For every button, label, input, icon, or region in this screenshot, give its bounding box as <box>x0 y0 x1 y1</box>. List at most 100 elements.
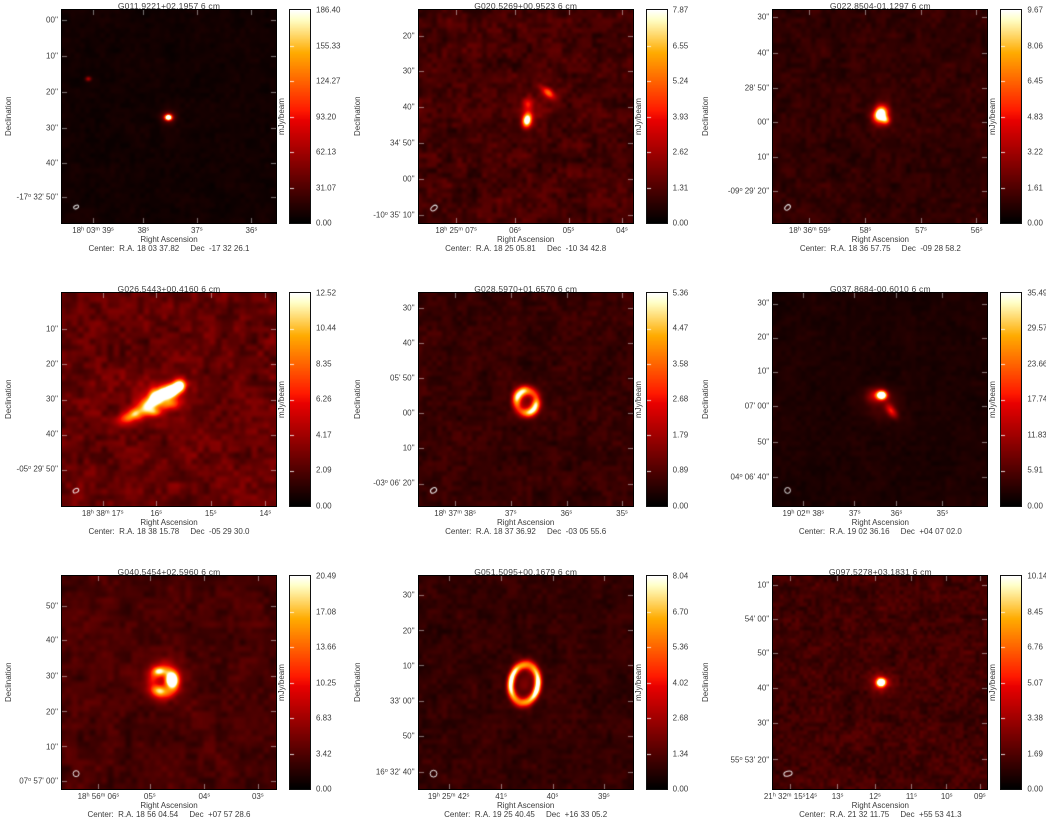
colorbar-unit-label: mJy/beam <box>988 380 998 418</box>
colorbar-tick-label: 10.44 <box>316 323 337 333</box>
colorbar-tick-label: 17.74 <box>1027 394 1046 404</box>
panel-title: G097.5278+03.1831 6 cm <box>828 567 932 578</box>
colorbar-tick-label: 29.57 <box>1027 323 1046 333</box>
dec-tick-label: -17o 32' 50'' <box>16 192 58 202</box>
colorbar-tick-label: 1.61 <box>1027 183 1043 192</box>
dec-tick-label: -10o 35' 10'' <box>373 210 415 220</box>
panel-title: G011.9221+02.1957 6 cm <box>117 1 221 11</box>
ra-tick-label: 36s <box>245 226 258 235</box>
ra-tick-label: 04s <box>198 792 211 802</box>
dec-tick-label: -09o 29' 20'' <box>727 186 770 196</box>
colorbar-tick-label: 35.49 <box>1027 288 1046 298</box>
ra-tick-label: 39s <box>597 792 610 802</box>
ra-tick-label: 18h 37m 38s <box>434 508 476 518</box>
radio-map-plot: 50'' 40'' 30'' 20'' 10'' 07o 57' 00'' 18h 56m … <box>19 575 277 801</box>
colorbar-tick-label: 6.55 <box>672 41 689 50</box>
dec-tick-label: 07o 57' 00'' <box>19 776 58 786</box>
dec-tick-label: 30'' <box>757 718 770 728</box>
colorbar-tick-label: 186.40 <box>316 5 341 15</box>
center-coordinates: Center: R.A. 19 25 40.45 Dec +16 33 05.2 <box>444 810 608 818</box>
ra-axis-label: Right Ascension <box>496 235 555 244</box>
dec-tick-label: -03o 06' 20'' <box>373 478 415 488</box>
colorbar-tick-label: 155.33 <box>316 41 341 50</box>
colorbar-tick-label: 6.76 <box>1027 642 1043 652</box>
center-coordinates: Center: R.A. 19 02 36.16 Dec +04 07 02.0 <box>798 526 962 536</box>
panel-title: G026.5443+00.4160 6 cm <box>117 283 221 294</box>
dec-tick-label: 00'' <box>402 174 415 184</box>
colorbar-unit-label: mJy/beam <box>277 664 286 702</box>
panel-title: G028.5970+01.6570 6 cm <box>474 283 578 294</box>
ra-tick-label: 41s <box>495 792 507 802</box>
dec-tick-label: 33' 00'' <box>390 696 415 706</box>
colorbar-tick-label: 5.07 <box>1027 678 1043 688</box>
center-coordinates: Center: R.A. 18 37 36.92 Dec -03 05 55.6 <box>445 526 607 536</box>
ra-tick-label: 09s <box>974 792 986 802</box>
ra-tick-label: 37s <box>190 226 203 235</box>
colorbar-unit-label: mJy/beam <box>633 380 643 418</box>
ra-tick-label: 36s <box>890 508 903 518</box>
ra-tick-label: 10s <box>940 792 953 802</box>
declination-axis-label: Declination <box>352 663 362 703</box>
image-panel: G020.5269+00.9523 6 cm Declination 20'' 3… <box>349 0 698 273</box>
colorbar <box>289 291 311 507</box>
dec-tick-label: 30'' <box>757 12 770 22</box>
colorbar-tick-label: 3.93 <box>672 112 689 121</box>
ra-tick-label: 18h 56m 06s <box>77 792 120 802</box>
dec-tick-label: 50'' <box>402 731 415 741</box>
colorbar-tick-label: 9.67 <box>1027 5 1043 15</box>
ra-tick-label: 38s <box>137 226 150 235</box>
radio-map-plot: 10'' 20'' 30'' 40'' -05o 29' 50'' 18h 38m 17s… <box>17 291 277 518</box>
dec-tick-label: 28' 50'' <box>744 83 770 93</box>
ra-tick-label: 14s <box>259 508 272 518</box>
colorbar-tick-label: 31.07 <box>316 183 337 192</box>
dec-tick-label: 50'' <box>757 437 770 447</box>
colorbar-tick-label: 0.89 <box>672 465 689 475</box>
dec-tick-label: 30'' <box>46 671 58 681</box>
dec-tick-label: 40'' <box>757 683 770 693</box>
dec-tick-label: 05' 50'' <box>390 373 415 383</box>
ra-axis-label: Right Ascension <box>140 235 198 244</box>
declination-axis-label: Declination <box>352 379 362 419</box>
ra-tick-label: 37s <box>504 508 517 518</box>
colorbar-tick-label: 10.14 <box>1027 571 1046 581</box>
colorbar-tick-label: 4.17 <box>316 430 332 440</box>
panel-title: G022.8504-01.1297 6 cm <box>829 1 931 11</box>
dec-tick-label: 10'' <box>757 152 770 162</box>
colorbar-tick-label: 62.13 <box>316 147 337 157</box>
radio-map-plot: 10'' 54' 00'' 50'' 40'' 30'' 55o 53' 20'' 21h … <box>731 575 989 801</box>
ra-tick-label: 57s <box>915 226 927 235</box>
image-panel: G037.8684-00.6010 6 cm Declination 30'' 2… <box>697 273 1046 546</box>
declination-axis-label: Declination <box>701 663 711 703</box>
radio-map-image <box>61 575 277 791</box>
ra-axis-label: Right Ascension <box>851 235 910 244</box>
ra-tick-label: 15s <box>204 508 217 518</box>
radio-map-plot: 30'' 20'' 10'' 07' 00'' 50'' 04o 06' 40'' 19h … <box>731 291 989 518</box>
colorbar-tick-label: 20.49 <box>316 571 337 581</box>
image-panel: G022.8504-01.1297 6 cm Declination 30'' 4… <box>697 0 1046 273</box>
ra-tick-label: 19h 02m 38s <box>782 508 825 518</box>
ra-tick-label: 35s <box>616 508 628 518</box>
dec-tick-label: 10'' <box>402 661 415 671</box>
panel-title: G037.8684-00.6010 6 cm <box>829 283 931 294</box>
radio-map-image <box>772 575 989 791</box>
ra-tick-label: 05s <box>143 792 156 802</box>
dec-tick-label: 30'' <box>402 590 415 600</box>
colorbar-tick-label: 7.87 <box>672 5 689 15</box>
dec-tick-label: 40'' <box>46 635 58 645</box>
dec-tick-label: 07' 00'' <box>744 401 770 411</box>
image-panel: G026.5443+00.4160 6 cm Declination 10'' 2… <box>0 273 349 546</box>
panel-title: G051.5095+00.1679 6 cm <box>474 567 578 578</box>
radio-map-image <box>772 9 989 224</box>
colorbar <box>645 575 668 791</box>
center-coordinates: Center: R.A. 18 38 15.78 Dec -05 29 30.0 <box>88 526 250 536</box>
dec-tick-label: 30'' <box>46 394 58 404</box>
ra-tick-label: 03s <box>251 792 264 802</box>
radio-map-plot: 20'' 30'' 40'' 34' 50'' 00'' -10o 35' 10'' 18h… <box>373 9 634 235</box>
dec-tick-label: 00'' <box>46 15 58 25</box>
center-coordinates: Center: R.A. 21 32 11.75 Dec +55 53 41.3 <box>799 810 962 818</box>
dec-tick-label: 00'' <box>757 117 770 127</box>
ra-tick-label: 12s <box>869 792 881 802</box>
dec-tick-label: 10'' <box>46 324 58 334</box>
dec-tick-label: 20'' <box>402 31 415 41</box>
colorbar-tick-label: 10.25 <box>316 678 337 688</box>
